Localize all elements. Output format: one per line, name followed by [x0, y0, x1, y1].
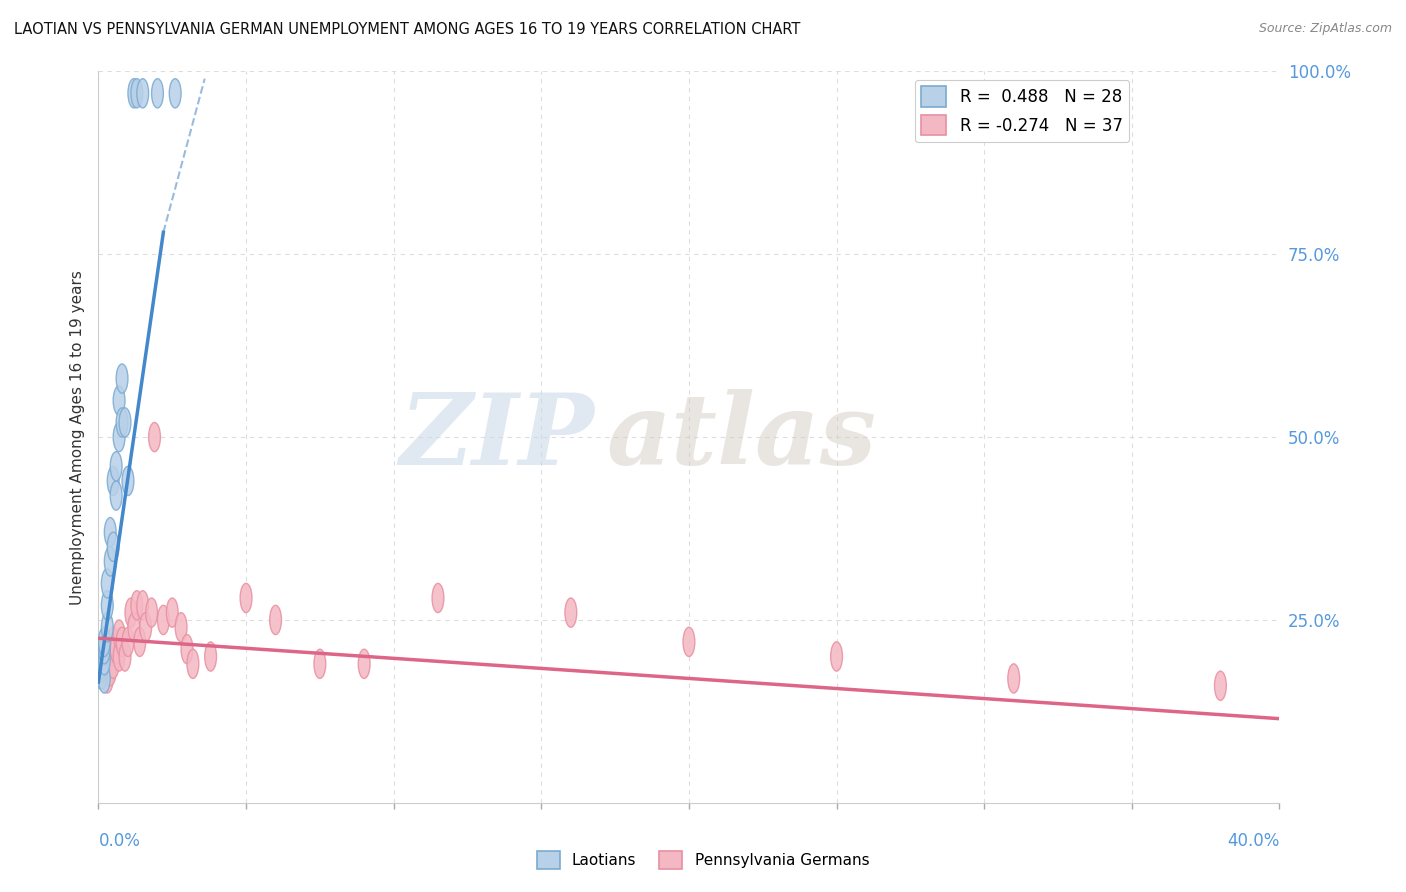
Ellipse shape — [1008, 664, 1019, 693]
Text: ZIP: ZIP — [399, 389, 595, 485]
Ellipse shape — [107, 627, 120, 657]
Ellipse shape — [96, 649, 107, 679]
Text: 0.0%: 0.0% — [98, 832, 141, 850]
Ellipse shape — [117, 627, 128, 657]
Ellipse shape — [146, 598, 157, 627]
Text: 40.0%: 40.0% — [1227, 832, 1279, 850]
Ellipse shape — [98, 664, 110, 693]
Ellipse shape — [117, 364, 128, 393]
Ellipse shape — [110, 451, 122, 481]
Ellipse shape — [98, 627, 110, 657]
Ellipse shape — [101, 642, 112, 671]
Ellipse shape — [117, 408, 128, 437]
Ellipse shape — [110, 634, 122, 664]
Ellipse shape — [128, 78, 139, 108]
Ellipse shape — [122, 467, 134, 496]
Ellipse shape — [240, 583, 252, 613]
Ellipse shape — [101, 569, 112, 598]
Ellipse shape — [134, 627, 146, 657]
Ellipse shape — [104, 547, 117, 576]
Ellipse shape — [96, 653, 107, 682]
Ellipse shape — [131, 78, 143, 108]
Ellipse shape — [1215, 671, 1226, 700]
Ellipse shape — [128, 613, 139, 642]
Ellipse shape — [166, 598, 179, 627]
Legend: R =  0.488   N = 28, R = -0.274   N = 37: R = 0.488 N = 28, R = -0.274 N = 37 — [915, 79, 1129, 142]
Ellipse shape — [98, 634, 110, 664]
Ellipse shape — [131, 591, 143, 620]
Ellipse shape — [104, 657, 117, 686]
Ellipse shape — [112, 423, 125, 451]
Ellipse shape — [112, 642, 125, 671]
Ellipse shape — [169, 78, 181, 108]
Ellipse shape — [176, 613, 187, 642]
Ellipse shape — [98, 657, 110, 686]
Ellipse shape — [96, 660, 107, 690]
Ellipse shape — [136, 78, 149, 108]
Y-axis label: Unemployment Among Ages 16 to 19 years: Unemployment Among Ages 16 to 19 years — [69, 269, 84, 605]
Ellipse shape — [98, 646, 110, 674]
Text: atlas: atlas — [606, 389, 876, 485]
Ellipse shape — [149, 423, 160, 451]
Ellipse shape — [565, 598, 576, 627]
Ellipse shape — [112, 386, 125, 415]
Ellipse shape — [181, 634, 193, 664]
Ellipse shape — [122, 627, 134, 657]
Ellipse shape — [112, 620, 125, 649]
Ellipse shape — [831, 642, 842, 671]
Ellipse shape — [359, 649, 370, 679]
Ellipse shape — [683, 627, 695, 657]
Legend: Laotians, Pennsylvania Germans: Laotians, Pennsylvania Germans — [530, 845, 876, 875]
Ellipse shape — [152, 78, 163, 108]
Ellipse shape — [107, 533, 120, 561]
Ellipse shape — [120, 408, 131, 437]
Ellipse shape — [139, 613, 152, 642]
Ellipse shape — [125, 598, 136, 627]
Ellipse shape — [314, 649, 326, 679]
Ellipse shape — [104, 517, 117, 547]
Ellipse shape — [136, 591, 149, 620]
Ellipse shape — [110, 481, 122, 510]
Ellipse shape — [96, 649, 107, 679]
Ellipse shape — [101, 664, 112, 693]
Ellipse shape — [96, 642, 107, 671]
Ellipse shape — [120, 642, 131, 671]
Text: Source: ZipAtlas.com: Source: ZipAtlas.com — [1258, 22, 1392, 36]
Ellipse shape — [107, 649, 120, 679]
Ellipse shape — [107, 467, 120, 496]
Ellipse shape — [101, 613, 112, 642]
Ellipse shape — [270, 606, 281, 634]
Text: LAOTIAN VS PENNSYLVANIA GERMAN UNEMPLOYMENT AMONG AGES 16 TO 19 YEARS CORRELATIO: LAOTIAN VS PENNSYLVANIA GERMAN UNEMPLOYM… — [14, 22, 800, 37]
Ellipse shape — [432, 583, 444, 613]
Ellipse shape — [205, 642, 217, 671]
Ellipse shape — [157, 606, 169, 634]
Ellipse shape — [187, 649, 198, 679]
Ellipse shape — [101, 591, 112, 620]
